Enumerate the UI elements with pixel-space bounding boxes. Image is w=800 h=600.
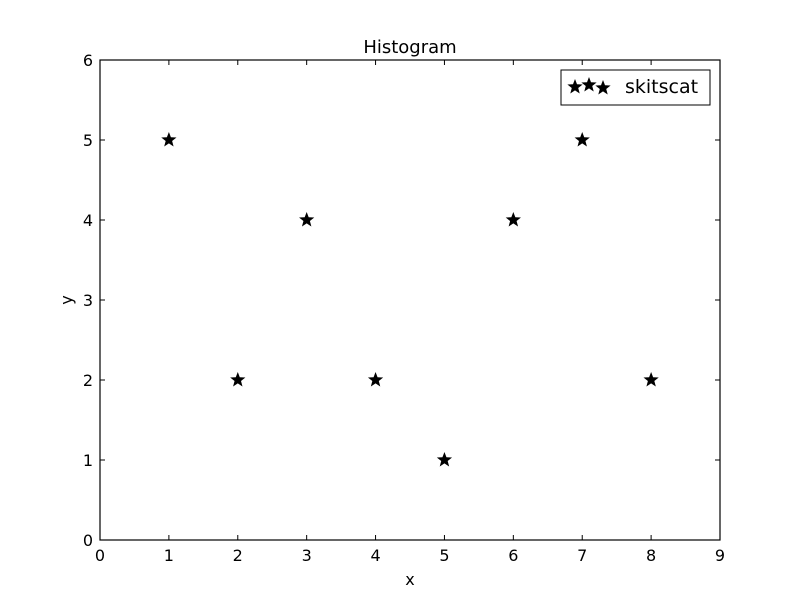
chart-title: Histogram bbox=[363, 37, 456, 58]
x-axis-ticks: 0 1 2 3 4 5 6 7 8 9 bbox=[95, 60, 725, 565]
data-point-star bbox=[643, 372, 659, 387]
x-tick-label: 6 bbox=[508, 546, 518, 565]
x-tick-label: 4 bbox=[370, 546, 380, 565]
y-tick-label: 2 bbox=[83, 371, 93, 390]
plot-area-frame bbox=[99, 59, 721, 541]
x-tick-label: 2 bbox=[233, 546, 243, 565]
data-point-star bbox=[161, 132, 177, 147]
data-points bbox=[161, 132, 659, 467]
y-tick-label: 6 bbox=[83, 51, 93, 70]
data-point-star bbox=[367, 372, 384, 387]
legend-star-marker bbox=[581, 77, 597, 92]
y-axis-ticks: 0 1 2 3 4 5 6 bbox=[83, 51, 720, 550]
data-point-star bbox=[299, 212, 315, 227]
y-tick-label: 1 bbox=[83, 451, 93, 470]
x-tick-label: 5 bbox=[439, 546, 449, 565]
x-tick-label: 7 bbox=[577, 546, 587, 565]
x-tick-label: 0 bbox=[95, 546, 105, 565]
x-axis-label: x bbox=[405, 570, 414, 589]
data-point-star bbox=[505, 212, 521, 227]
legend-star-marker bbox=[595, 80, 611, 95]
y-tick-label: 3 bbox=[83, 291, 93, 310]
legend-label: skitscat bbox=[625, 76, 698, 98]
y-tick-label: 5 bbox=[83, 131, 93, 150]
x-tick-label: 1 bbox=[164, 546, 174, 565]
y-tick-label: 4 bbox=[83, 211, 93, 230]
legend-star-marker bbox=[567, 79, 583, 94]
y-axis-label: y bbox=[57, 295, 76, 304]
x-tick-label: 3 bbox=[302, 546, 312, 565]
y-tick-label: 0 bbox=[83, 531, 93, 550]
legend: skitscat bbox=[560, 69, 711, 106]
legend-star-icon bbox=[567, 77, 611, 95]
data-point-star bbox=[230, 372, 246, 387]
data-point-star bbox=[574, 132, 590, 147]
x-tick-label: 8 bbox=[646, 546, 656, 565]
data-point-star bbox=[436, 452, 453, 467]
x-tick-label: 9 bbox=[715, 546, 725, 565]
